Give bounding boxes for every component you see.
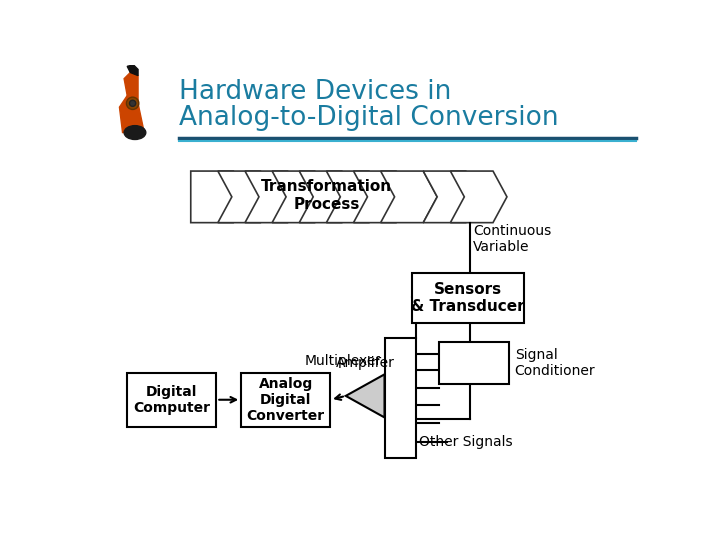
Text: Sensors
& Transducer: Sensors & Transducer [411, 281, 525, 314]
Polygon shape [218, 171, 274, 222]
Text: Other Signals: Other Signals [419, 435, 513, 449]
Text: Analog-to-Digital Conversion: Analog-to-Digital Conversion [179, 105, 559, 131]
Polygon shape [272, 171, 329, 222]
Polygon shape [381, 171, 437, 222]
Polygon shape [451, 171, 507, 222]
Polygon shape [300, 171, 356, 222]
Polygon shape [120, 96, 144, 132]
Polygon shape [354, 171, 410, 222]
Text: Digital
Computer: Digital Computer [133, 384, 210, 415]
Polygon shape [346, 374, 384, 417]
Polygon shape [191, 171, 248, 222]
Polygon shape [245, 171, 302, 222]
Bar [438, 342, 508, 384]
Text: Hardware Devices in: Hardware Devices in [179, 79, 451, 105]
Bar [127, 373, 216, 427]
Polygon shape [326, 171, 383, 222]
Text: Multiplexer: Multiplexer [305, 354, 382, 368]
Polygon shape [124, 72, 138, 103]
Polygon shape [127, 65, 138, 76]
Text: Amplifer: Amplifer [336, 356, 395, 370]
Text: Transformation
Process: Transformation Process [261, 179, 392, 212]
Bar [412, 273, 524, 323]
Text: Continuous
Variable: Continuous Variable [473, 224, 551, 254]
Text: Analog
Digital
Converter: Analog Digital Converter [247, 376, 325, 423]
Polygon shape [423, 171, 480, 222]
Text: Signal
Conditioner: Signal Conditioner [515, 348, 595, 379]
Ellipse shape [124, 126, 145, 139]
Circle shape [127, 97, 139, 110]
Circle shape [130, 100, 136, 106]
Bar [384, 338, 415, 457]
Bar [241, 373, 330, 427]
